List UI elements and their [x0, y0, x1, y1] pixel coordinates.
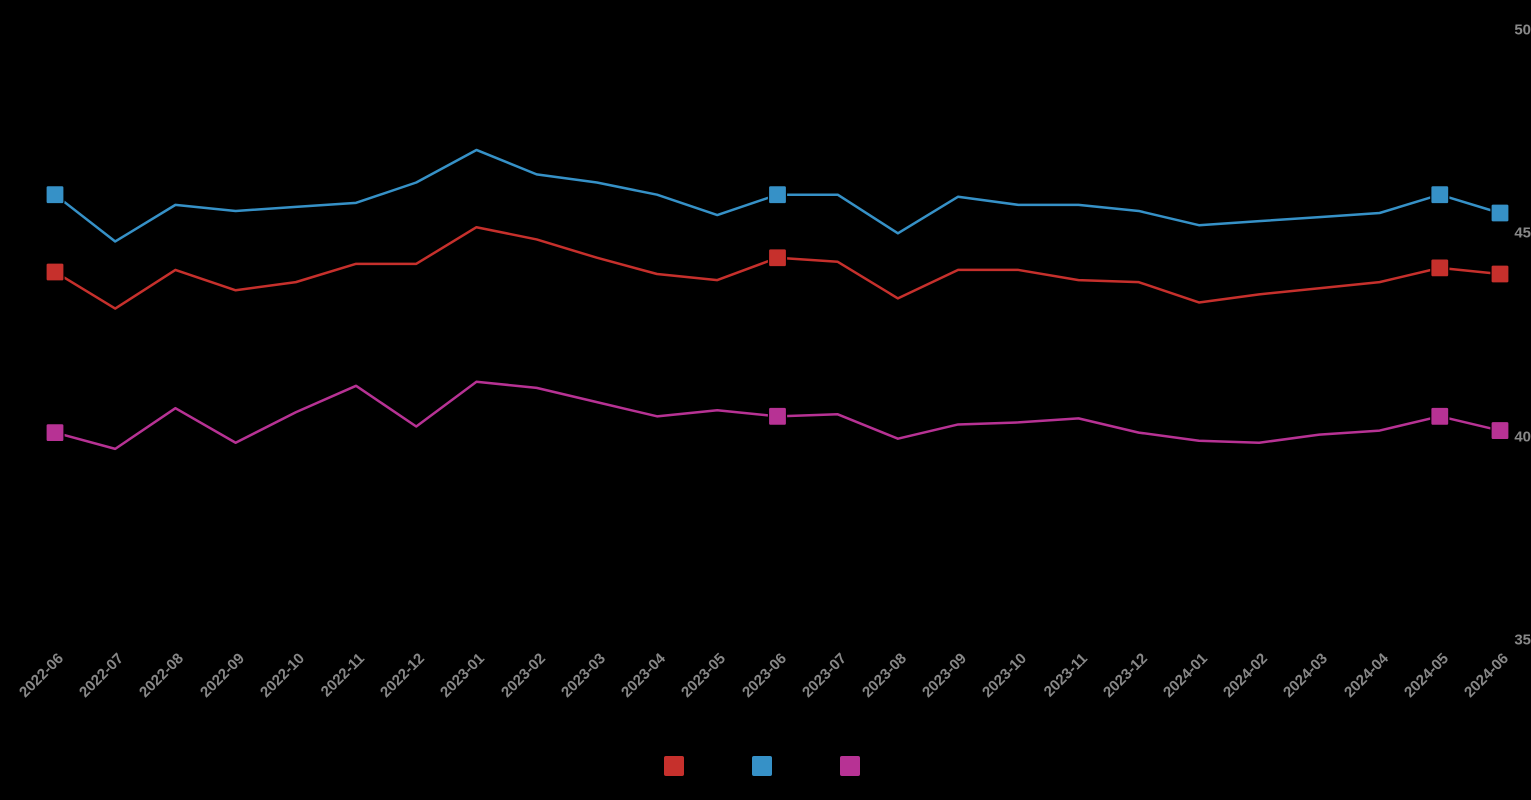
y-tick-label: 35: [1491, 632, 1531, 649]
series-marker-series-blue: [1431, 186, 1449, 204]
y-tick-label: 45: [1491, 225, 1531, 242]
series-marker-series-magenta: [46, 424, 64, 442]
legend-item: [840, 756, 868, 776]
series-marker-series-red: [1431, 259, 1449, 277]
series-marker-series-blue: [46, 186, 64, 204]
series-marker-series-blue: [1491, 204, 1509, 222]
series-marker-series-red: [46, 263, 64, 281]
series-marker-series-magenta: [1431, 407, 1449, 425]
series-marker-series-magenta: [769, 407, 787, 425]
legend: [0, 756, 1531, 776]
y-tick-label: 40: [1491, 428, 1531, 445]
series-marker-series-blue: [769, 186, 787, 204]
legend-swatch: [752, 756, 772, 776]
series-marker-series-red: [769, 249, 787, 267]
legend-swatch: [840, 756, 860, 776]
legend-item: [664, 756, 692, 776]
line-chart: 35404550 2022-062022-072022-082022-09202…: [0, 0, 1531, 800]
legend-item: [752, 756, 780, 776]
legend-swatch: [664, 756, 684, 776]
y-tick-label: 50: [1491, 22, 1531, 39]
series-line-series-red: [55, 227, 1500, 308]
series-marker-series-red: [1491, 265, 1509, 283]
